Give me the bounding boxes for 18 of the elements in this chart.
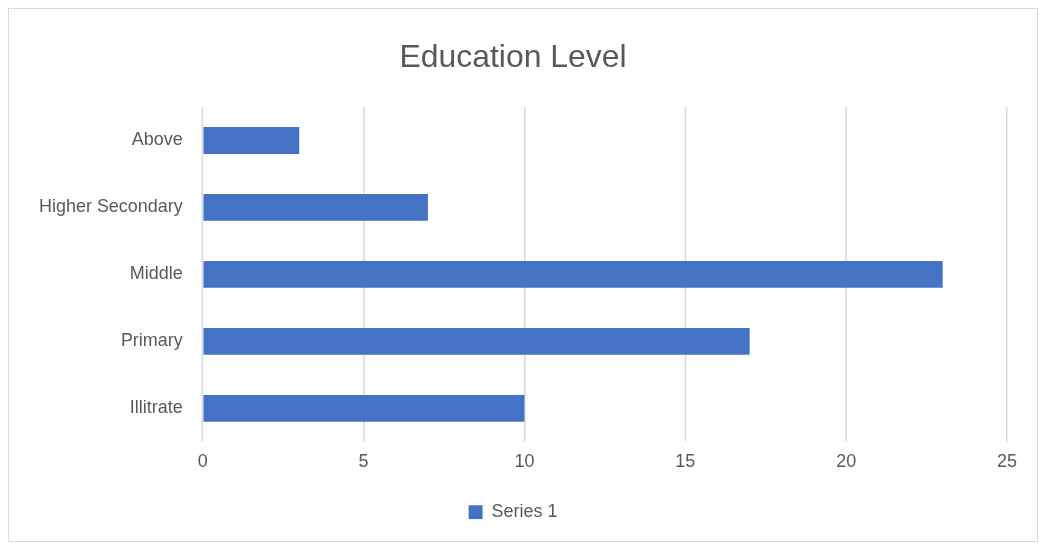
x-tick-label: 25 bbox=[997, 451, 1018, 472]
bar bbox=[203, 127, 300, 154]
bar bbox=[203, 327, 750, 355]
y-tick-label: Above bbox=[131, 129, 183, 150]
x-tick-label: 15 bbox=[675, 451, 696, 472]
bar bbox=[203, 261, 943, 288]
y-tick-label: Higher Secondary bbox=[39, 196, 183, 217]
y-tick-label: Middle bbox=[129, 263, 183, 284]
x-tick-label: 0 bbox=[197, 451, 208, 472]
x-tick-label: 5 bbox=[358, 451, 369, 472]
x-tick-label: 10 bbox=[514, 451, 535, 472]
bar bbox=[203, 194, 428, 221]
legend-label: Series 1 bbox=[491, 501, 558, 522]
y-tick-label: Primary bbox=[120, 330, 183, 351]
x-tick-label: 20 bbox=[836, 451, 857, 472]
bar bbox=[203, 394, 525, 422]
y-tick-label: Illitrate bbox=[129, 397, 183, 418]
chart-title: Education Level bbox=[399, 37, 627, 74]
